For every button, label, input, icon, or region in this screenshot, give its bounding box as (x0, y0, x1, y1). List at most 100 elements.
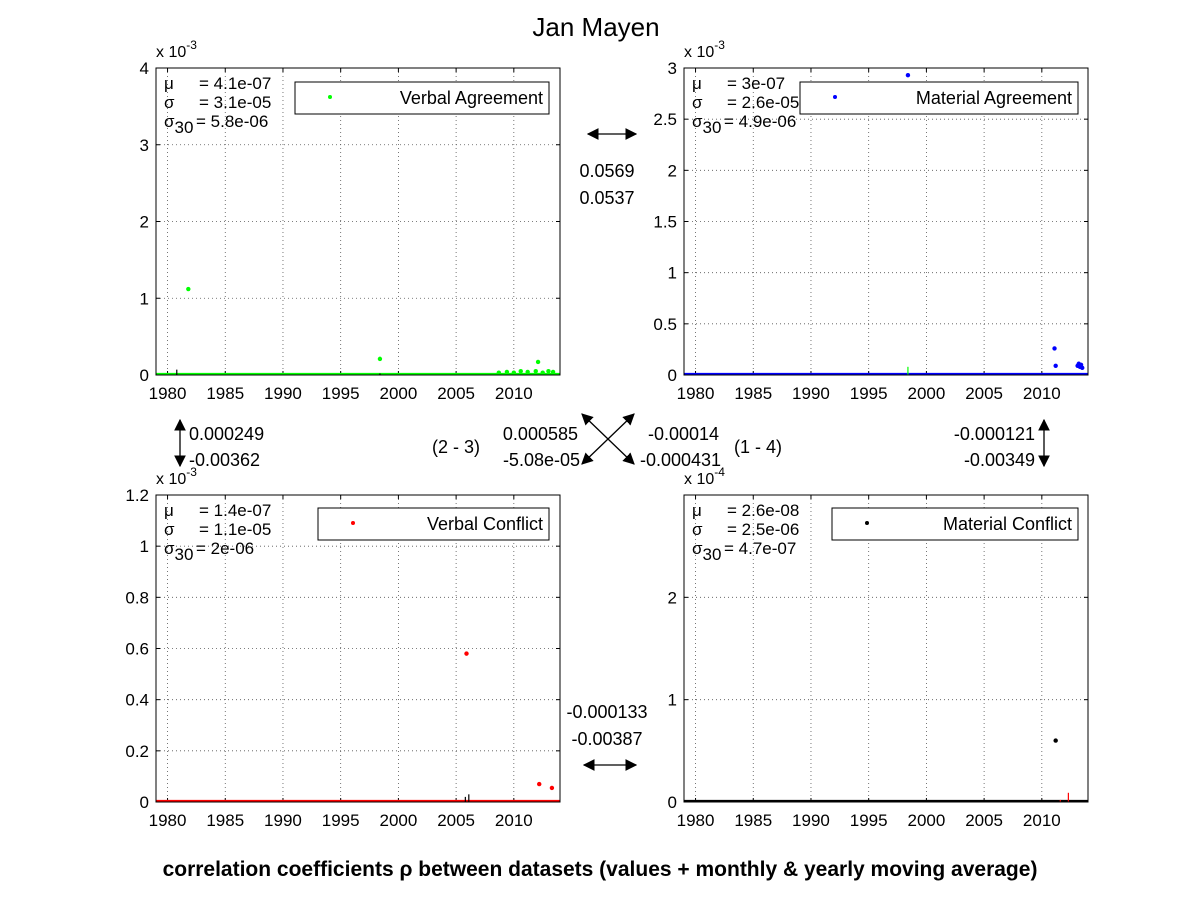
data-point (1053, 738, 1058, 743)
corr-diag23-2: -5.08e-05 (503, 450, 580, 470)
corr-bottom-1: -0.000133 (566, 702, 647, 722)
data-point (464, 651, 469, 656)
y-tick-label: 1 (140, 537, 149, 556)
corr-bottom-2: -0.00387 (571, 729, 642, 749)
legend-marker (865, 521, 869, 525)
y-tick-label: 0 (668, 793, 677, 812)
data-point (511, 370, 517, 375)
x-tick-label: 2010 (1023, 811, 1061, 830)
x-tick-label: 1995 (850, 811, 888, 830)
x-tick-label: 1995 (322, 384, 360, 403)
x-tick-label: 2000 (379, 384, 417, 403)
y-tick-label: 1.2 (125, 486, 149, 505)
data-point (1052, 346, 1057, 351)
corr-top-1: 0.0569 (579, 161, 634, 181)
x-tick-label: 1990 (264, 811, 302, 830)
y-tick-label: 1 (668, 691, 677, 710)
y-exponent-label: x 10-4 (684, 465, 725, 488)
stat-sigma-symbol: σ (692, 520, 703, 539)
legend-box (799, 81, 1079, 115)
y-tick-label: 0.4 (125, 691, 149, 710)
x-tick-label: 1995 (850, 384, 888, 403)
stat-sigma: = 1.1e-05 (199, 520, 271, 539)
legend: Material Agreement (799, 81, 1079, 115)
x-tick-label: 2010 (495, 811, 533, 830)
corr-left-1: 0.000249 (189, 424, 264, 444)
stat-sigma30: = 5.8e-06 (196, 112, 268, 131)
legend: Material Conflict (831, 507, 1079, 541)
legend: Verbal Conflict (317, 507, 550, 541)
arrow-diag-14 (581, 413, 635, 465)
legend-marker (328, 95, 332, 99)
y-tick-label: 1 (668, 264, 677, 283)
stat-sigma30: = 2e-06 (196, 539, 254, 558)
stat-sigma30: = 4.7e-07 (724, 539, 796, 558)
panels: 1980 1985 1990 1995 2000 2005 2010 0 1 2 3 4 x 10-3 μ… (125, 38, 1089, 830)
data-point (550, 369, 556, 375)
plot-area (684, 495, 1088, 802)
legend-box (831, 507, 1079, 541)
stat-sigma30-symbol: σ30 (692, 112, 721, 137)
panel-3: 1980 1985 1990 1995 2000 2005 2010 0 0.2 0.4 0.6 0.… (125, 465, 561, 830)
stat-sigma-symbol: σ (164, 520, 175, 539)
panel-1: 1980 1985 1990 1995 2000 2005 2010 0 1 2 3 4 x 10-3 μ… (140, 38, 561, 403)
x-tick-label: 2005 (437, 811, 475, 830)
x-tick-label: 2000 (379, 811, 417, 830)
legend-label: Verbal Agreement (400, 88, 543, 108)
corr-top-2: 0.0537 (579, 188, 634, 208)
data-point (535, 359, 541, 365)
legend-box (294, 81, 550, 115)
stat-sigma30-symbol: σ30 (164, 539, 193, 564)
data-point (540, 370, 545, 375)
x-tick-label: 2005 (965, 811, 1003, 830)
x-tick-label: 1990 (792, 811, 830, 830)
x-tick-label: 2010 (1023, 384, 1061, 403)
x-tick-label: 1990 (264, 384, 302, 403)
legend-marker (351, 521, 355, 525)
legend-label: Material Agreement (916, 88, 1072, 108)
stat-sigma: = 3.1e-05 (199, 93, 271, 112)
data-point (1053, 363, 1058, 368)
stat-mu-symbol: μ (164, 74, 174, 93)
y-tick-label: 0 (140, 366, 149, 385)
y-tick-label: 3 (140, 136, 149, 155)
stats-block: μ = 2.6e-08 σ = 2.5e-06 σ30 = 4.7e-07 (692, 501, 799, 564)
panel-2: 1980 1985 1990 1995 2000 2005 2010 0 0.5 1 1.5 2 2.5… (653, 38, 1089, 403)
stat-mu: = 2.6e-08 (727, 501, 799, 520)
data-point (504, 369, 510, 375)
figure-title: Jan Mayen (532, 12, 659, 42)
corr-diag14-2: -0.000431 (640, 450, 721, 470)
stat-sigma30-symbol: σ30 (164, 112, 193, 137)
panel-4: 1980 1985 1990 1995 2000 2005 2010 0 1 2 x 10-4 μ = … (668, 465, 1089, 830)
stat-sigma30-symbol: σ30 (692, 539, 721, 564)
x-tick-label: 2005 (965, 384, 1003, 403)
data-point (496, 370, 502, 375)
y-tick-label: 1 (140, 289, 149, 308)
stats-block: μ = 4.1e-07 σ = 3.1e-05 σ30 = 5.8e-06 (164, 74, 271, 137)
stat-sigma: = 2.6e-05 (727, 93, 799, 112)
y-tick-label: 2.5 (653, 110, 677, 129)
axes-frame (683, 494, 1089, 803)
y-exponent-label: x 10-3 (684, 38, 725, 61)
label-1-4: (1 - 4) (734, 437, 782, 457)
x-tick-label: 2005 (437, 384, 475, 403)
y-tick-label: 0.6 (125, 640, 149, 659)
x-tick-label: 1980 (149, 384, 187, 403)
x-tick-label: 1995 (322, 811, 360, 830)
legend-marker (833, 95, 837, 99)
legend-label: Verbal Conflict (427, 514, 543, 534)
corr-left-2: -0.00362 (189, 450, 260, 470)
y-exponent-label: x 10-3 (156, 38, 197, 61)
data-point (549, 785, 555, 791)
y-tick-label: 2 (668, 161, 677, 180)
data-point (518, 368, 523, 374)
x-tick-label: 1980 (677, 384, 715, 403)
y-tick-label: 1.5 (653, 213, 677, 232)
stats-block: μ = 1.4e-07 σ = 1.1e-05 σ30 = 2e-06 (164, 501, 271, 564)
y-tick-label: 4 (140, 59, 149, 78)
axes-frame (155, 67, 561, 376)
stat-sigma: = 2.5e-06 (727, 520, 799, 539)
x-tick-label: 1985 (206, 384, 244, 403)
x-tick-label: 1985 (734, 811, 772, 830)
data-point (525, 369, 530, 375)
